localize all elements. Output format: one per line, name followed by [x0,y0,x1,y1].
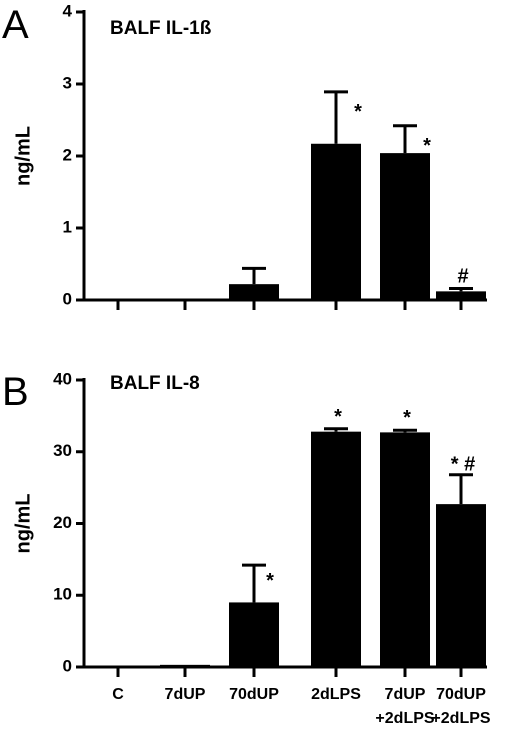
y-tick-label: 20 [53,513,72,532]
significance-marker: * [334,406,342,428]
bar [311,431,361,667]
y-tick-label: 4 [63,1,73,20]
significance-marker: * # [451,454,475,476]
bar [380,153,430,300]
bar [380,432,430,667]
x-tick-label: 70dUP [436,686,486,703]
bar [436,291,486,300]
bar [436,504,486,667]
significance-marker: * [354,101,362,123]
y-tick-label: 30 [53,441,72,460]
y-tick-label: 0 [63,656,72,675]
bar [311,143,361,300]
chart-title: BALF IL-1ß [110,18,212,39]
y-tick-label: 3 [63,73,72,92]
significance-marker: * [403,407,411,429]
x-tick-label: C [112,686,124,703]
y-tick-label: 1 [63,217,72,236]
x-tick-label: 7dUP [165,686,206,703]
x-tick-label: 70dUP [229,686,279,703]
bar [160,664,210,667]
x-tick-label: 2dLPS [311,686,361,703]
y-tick-label: 40 [53,369,72,388]
y-tick-label: 10 [53,585,72,604]
x-tick-label: +2dLPS [375,710,434,727]
panel-letter: A [2,3,29,47]
significance-marker: * [423,135,431,157]
y-axis-label: ng/mL [12,126,34,186]
x-tick-label: +2dLPS [431,710,490,727]
chart-title: BALF IL-8 [110,373,200,394]
bar [229,602,279,667]
bar [229,284,279,300]
significance-marker: * [266,570,274,592]
y-axis-label: ng/mL [12,494,34,554]
x-tick-label: 7dUP [385,686,426,703]
panel-letter: B [2,370,29,414]
y-tick-label: 2 [63,145,72,164]
y-tick-label: 0 [63,289,72,308]
significance-marker: # [457,265,468,287]
